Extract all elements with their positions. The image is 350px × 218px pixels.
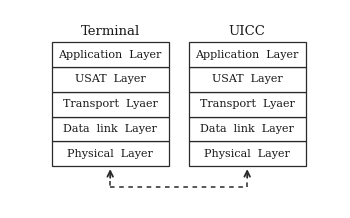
Text: Physical  Layer: Physical Layer [67, 149, 153, 159]
Text: Transport  Lyaer: Transport Lyaer [63, 99, 158, 109]
Text: Transport  Lyaer: Transport Lyaer [200, 99, 295, 109]
Text: Terminal: Terminal [80, 25, 140, 38]
Text: USAT  Layer: USAT Layer [212, 74, 282, 84]
Text: USAT  Layer: USAT Layer [75, 74, 146, 84]
Text: Physical  Layer: Physical Layer [204, 149, 290, 159]
Bar [189, 42, 306, 67]
Text: Data  link  Layer: Data link Layer [63, 124, 157, 134]
Text: Application  Layer: Application Layer [196, 49, 299, 60]
Bar [52, 42, 168, 67]
Bar [189, 67, 306, 92]
Bar [52, 92, 168, 117]
Bar [52, 141, 168, 166]
Text: Application  Layer: Application Layer [58, 49, 162, 60]
Text: Data  link  Layer: Data link Layer [200, 124, 294, 134]
Bar [52, 117, 168, 141]
Text: UICC: UICC [229, 25, 266, 38]
Bar [189, 92, 306, 117]
Bar [189, 117, 306, 141]
Bar [52, 67, 168, 92]
Bar [189, 141, 306, 166]
